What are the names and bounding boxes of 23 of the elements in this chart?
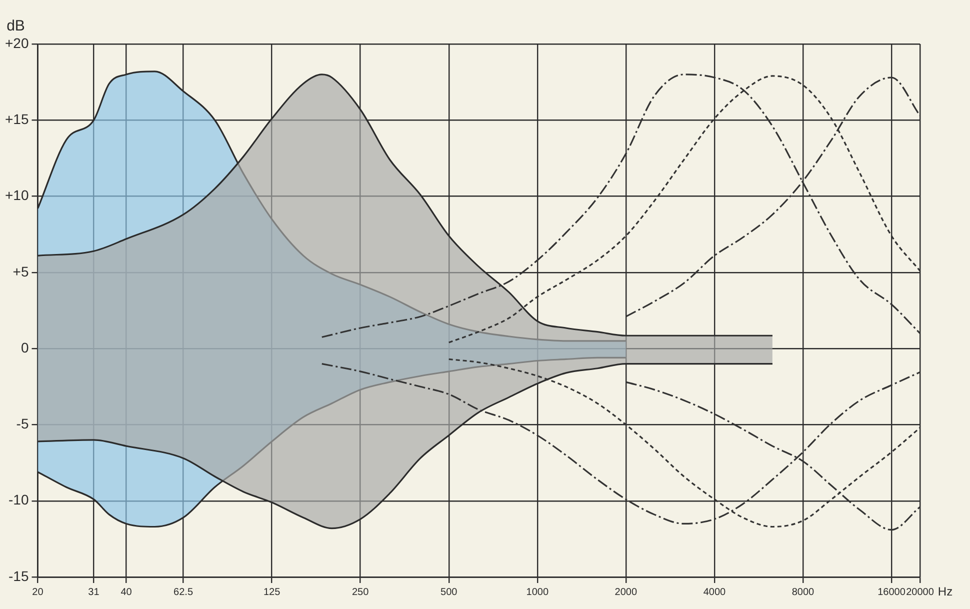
x-tick-label: 62.5: [174, 586, 194, 598]
x-tick-label: 4000: [703, 586, 726, 598]
x-axis-title: Hz: [938, 584, 953, 598]
x-tick-label: 250: [352, 586, 370, 598]
x-tick-label: 31: [88, 586, 100, 598]
y-tick-label: -5: [16, 416, 29, 432]
x-tick-label: 2000: [614, 586, 638, 598]
x-tick-label: 20000: [906, 586, 934, 598]
y-tick-label: +5: [12, 263, 29, 280]
y-axis-title: dB: [6, 18, 25, 35]
x-tick-label: 125: [263, 586, 281, 598]
y-tick-label: -10: [8, 492, 29, 508]
x-tick-label: 8000: [792, 586, 815, 598]
x-tick-label: 20: [32, 586, 44, 598]
y-tick-label: 0: [20, 339, 29, 356]
y-tick-label: +15: [5, 111, 29, 127]
x-tick-label: 1000: [526, 586, 549, 598]
y-tick-label: -15: [8, 568, 29, 584]
y-tick-label: +10: [5, 187, 29, 204]
x-tick-label: 40: [120, 586, 132, 598]
y-tick-label: +20: [5, 34, 29, 51]
x-tick-label: 500: [440, 586, 458, 598]
x-tick-label: 16000: [878, 586, 906, 598]
